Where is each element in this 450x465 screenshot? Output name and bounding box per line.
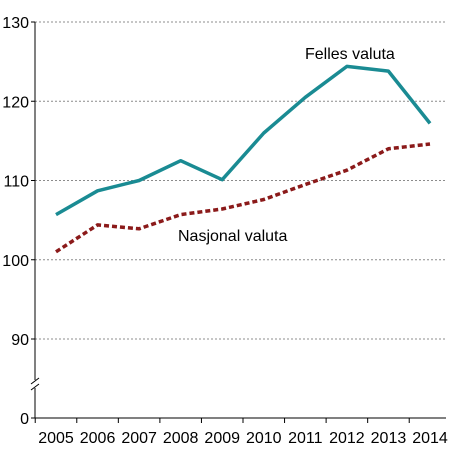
gridlines: [35, 21, 446, 340]
x-tick-label: 2005: [38, 430, 74, 447]
x-tick-label: 2007: [121, 430, 157, 447]
x-tick-label: 2013: [371, 430, 407, 447]
x-tick-label: 2009: [204, 430, 240, 447]
series-lines: [55, 64, 432, 254]
series-line-2: [55, 142, 431, 254]
x-tick-label: 2012: [329, 430, 365, 447]
axis-break-mark: [30, 377, 40, 385]
x-tick-label: 2010: [246, 430, 282, 447]
series-label: Felles valuta: [305, 46, 395, 63]
series-label: Nasjonal valuta: [178, 228, 288, 245]
x-tick-label: 2014: [412, 430, 448, 447]
y-tick-label: 90: [11, 332, 29, 349]
y-tick-label: 110: [3, 174, 29, 191]
labels: 130 120 110 100 90 0 2005 2006 2007 2008 2009 2010 2…: [2, 15, 448, 447]
y-tick-label: 120: [2, 94, 29, 111]
y-tick-label: 100: [2, 253, 29, 270]
x-tick-label: 2008: [163, 430, 199, 447]
axes: [30, 21, 446, 423]
series-line-1: [55, 64, 432, 217]
x-tick-label: 2011: [288, 430, 323, 447]
x-tick-label: 2006: [80, 430, 116, 447]
y-tick-label: 0: [20, 411, 29, 428]
axis-break-mark: [30, 383, 40, 391]
y-tick-label: 130: [2, 15, 29, 32]
